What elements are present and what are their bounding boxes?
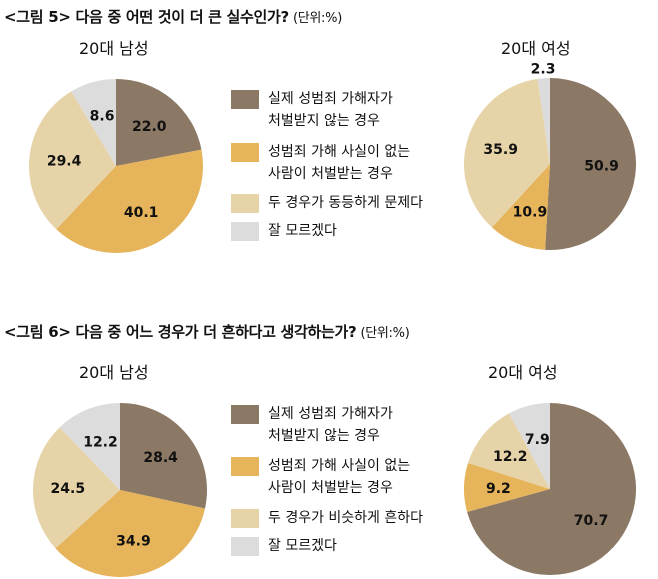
legend-item-both-equally-common: 두 경우가 비슷하게 흔하다	[231, 509, 423, 529]
figure-5-unit: (단위:%)	[292, 11, 342, 26]
legend-item-unpunished-offender: 실제 성범죄 가해자가 처벌받지 않는 경우	[231, 405, 393, 447]
legend-label: 잘 모르겠다	[268, 538, 337, 554]
legend-swatch	[231, 457, 259, 476]
legend-label: 두 경우가 비슷하게 흔하다	[268, 510, 424, 526]
figure-6-women-label: 20대 여성	[488, 363, 558, 382]
slice-value-label: 29.4	[47, 153, 82, 169]
slice-innocent-punished	[464, 462, 550, 512]
slice-value-label: 22.0	[132, 119, 167, 135]
slice-innocent-punished	[491, 164, 550, 250]
slice-value-label: 9.2	[486, 481, 511, 497]
slice-innocent-punished	[56, 149, 203, 253]
slice-value-label: 12.2	[493, 449, 528, 465]
legend-swatch	[231, 90, 259, 109]
slice-dont-know	[537, 78, 550, 164]
legend-item-innocent-punished: 성범죄 가해 사실이 없는 사람이 처벌받는 경우	[231, 143, 410, 185]
slice-both	[32, 427, 120, 549]
figure-5-title: <그림 5> 다음 중 어떤 것이 더 큰 실수인가? (단위:%)	[4, 6, 342, 27]
slice-both	[463, 78, 550, 228]
legend-item-innocent-punished: 성범죄 가해 사실이 없는 사람이 처벌받는 경우	[231, 457, 410, 499]
figure-5-men-label: 20대 남성	[79, 39, 149, 58]
slice-dont-know	[59, 403, 120, 490]
slice-unpunished-offender	[545, 78, 636, 251]
slice-dont-know	[509, 403, 550, 489]
slice-value-label: 40.1	[124, 205, 159, 221]
figure-6-title-text: <그림 6> 다음 중 어느 경우가 더 흔하다고 생각하는가?	[4, 323, 357, 341]
legend-label: 성범죄 가해 사실이 없는 사람이 처벌받는 경우	[268, 144, 411, 182]
legend-swatch	[231, 405, 259, 424]
legend-label: 성범죄 가해 사실이 없는 사람이 처벌받는 경우	[268, 458, 411, 496]
slice-value-label: 10.9	[513, 205, 548, 221]
slice-unpunished-offender	[467, 403, 636, 575]
slice-value-label: 70.7	[574, 513, 609, 529]
figure-6-title: <그림 6> 다음 중 어느 경우가 더 흔하다고 생각하는가? (단위:%)	[4, 321, 410, 342]
slice-value-label: 7.9	[525, 432, 550, 448]
slice-value-label: 12.2	[83, 435, 118, 451]
figure-6-unit: (단위:%)	[360, 326, 410, 341]
figure-6-men-label: 20대 남성	[79, 363, 149, 382]
slice-value-label: 8.6	[90, 109, 115, 125]
legend-swatch	[231, 537, 259, 556]
slice-value-label: 24.5	[51, 481, 86, 497]
slice-unpunished-offender	[116, 79, 202, 166]
legend-swatch	[231, 222, 259, 241]
legend-item-unpunished-offender: 실제 성범죄 가해자가 처벌받지 않는 경우	[231, 90, 393, 132]
legend-item-dont-know: 잘 모르겠다	[231, 222, 337, 242]
legend-label: 두 경우가 동등하게 문제다	[268, 195, 424, 211]
figure-5-women-label: 20대 여성	[501, 39, 571, 58]
slice-innocent-punished	[55, 490, 206, 577]
slice-value-label: 2.3	[531, 61, 556, 77]
legend-label: 실제 성범죄 가해자가 처벌받지 않는 경우	[268, 91, 393, 129]
legend-swatch	[231, 143, 259, 162]
legend-swatch	[231, 194, 259, 213]
slice-unpunished-offender	[120, 403, 208, 509]
slice-both	[29, 91, 116, 230]
slice-value-label: 50.9	[584, 158, 619, 174]
slice-value-label: 34.9	[116, 533, 151, 549]
legend-item-dont-know: 잘 모르겠다	[231, 537, 337, 557]
slice-both	[468, 413, 550, 489]
legend-label: 실제 성범죄 가해자가 처벌받지 않는 경우	[268, 406, 393, 444]
legend-label: 잘 모르겠다	[268, 223, 337, 239]
slice-dont-know	[71, 79, 116, 166]
figure-5-title-text: <그림 5> 다음 중 어떤 것이 더 큰 실수인가?	[4, 8, 289, 26]
slice-value-label: 35.9	[483, 142, 518, 158]
slice-value-label: 28.4	[143, 450, 178, 466]
legend-swatch	[231, 509, 259, 528]
legend-item-both-equal: 두 경우가 동등하게 문제다	[231, 194, 423, 214]
